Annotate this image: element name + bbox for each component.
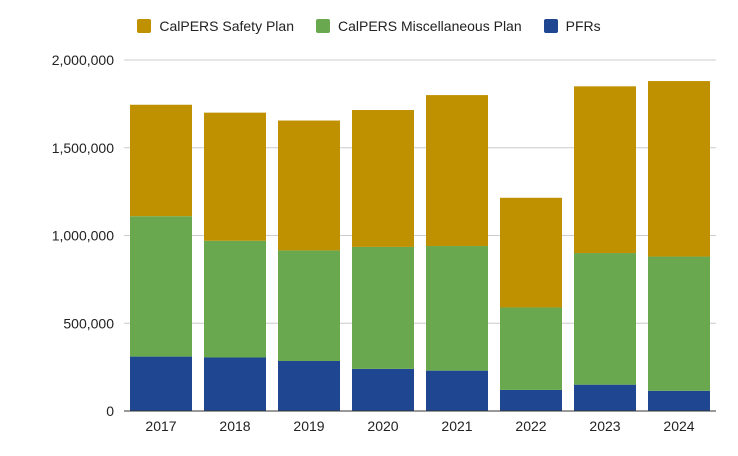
y-tick-label-4: 2,000,000 xyxy=(52,52,114,68)
x-tick-label-2021: 2021 xyxy=(441,418,472,434)
bar-2020-calpers-miscellaneous-plan xyxy=(352,246,414,369)
bar-2024-calpers-safety-plan xyxy=(648,81,710,257)
legend-label-miscellaneous: CalPERS Miscellaneous Plan xyxy=(337,18,522,34)
legend-swatch-safety xyxy=(137,19,152,33)
x-tick-label-2022: 2022 xyxy=(515,418,546,434)
bar-2021-pfrs xyxy=(426,370,488,411)
bar-2024-calpers-miscellaneous-plan xyxy=(648,256,710,391)
bar-2020-calpers-safety-plan xyxy=(352,110,414,247)
x-tick-label-2020: 2020 xyxy=(367,418,398,434)
bar-2024-pfrs xyxy=(648,390,710,411)
bar-2018-calpers-safety-plan xyxy=(204,112,266,241)
legend-item-miscellaneous: CalPERS Miscellaneous Plan xyxy=(315,18,522,34)
bar-2020-pfrs xyxy=(352,368,414,411)
y-tick-label-1: 500,000 xyxy=(63,315,114,331)
bar-2017-calpers-miscellaneous-plan xyxy=(130,216,192,357)
legend-item-pfrs: PFRs xyxy=(543,18,601,34)
bar-2018-pfrs xyxy=(204,357,266,411)
bar-2022-pfrs xyxy=(500,389,562,411)
legend-label-pfrs: PFRs xyxy=(565,18,601,34)
bar-2023-pfrs xyxy=(574,384,636,411)
bar-2021-calpers-safety-plan xyxy=(426,95,488,247)
x-tick-label-2018: 2018 xyxy=(219,418,250,434)
bar-2023-calpers-miscellaneous-plan xyxy=(574,253,636,385)
legend-swatch-miscellaneous xyxy=(315,19,330,33)
chart-legend: CalPERS Safety Plan CalPERS Miscellaneou… xyxy=(0,18,738,34)
bar-2018-calpers-miscellaneous-plan xyxy=(204,240,266,358)
bars xyxy=(130,81,710,411)
bar-2019-calpers-safety-plan xyxy=(278,120,340,251)
x-tick-label-2019: 2019 xyxy=(293,418,324,434)
bar-2023-calpers-safety-plan xyxy=(574,86,636,254)
axis-labels: 0 500,000 1,000,000 1,500,000 2,000,000 2017 2… xyxy=(52,52,695,434)
bar-2017-pfrs xyxy=(130,356,192,411)
y-tick-label-3: 1,500,000 xyxy=(52,140,114,156)
bar-2022-calpers-miscellaneous-plan xyxy=(500,307,562,390)
bar-2021-calpers-miscellaneous-plan xyxy=(426,246,488,371)
y-tick-label-0: 0 xyxy=(106,403,114,419)
legend-swatch-pfrs xyxy=(543,19,558,33)
x-tick-label-2024: 2024 xyxy=(663,418,694,434)
legend-label-safety: CalPERS Safety Plan xyxy=(159,18,294,34)
bar-2019-calpers-miscellaneous-plan xyxy=(278,250,340,361)
x-tick-label-2017: 2017 xyxy=(145,418,176,434)
legend-item-safety: CalPERS Safety Plan xyxy=(137,18,294,34)
y-tick-label-2: 1,000,000 xyxy=(52,228,114,244)
bar-2022-calpers-safety-plan xyxy=(500,197,562,308)
bar-2019-pfrs xyxy=(278,360,340,411)
bar-2017-calpers-safety-plan xyxy=(130,104,192,217)
x-tick-label-2023: 2023 xyxy=(589,418,620,434)
